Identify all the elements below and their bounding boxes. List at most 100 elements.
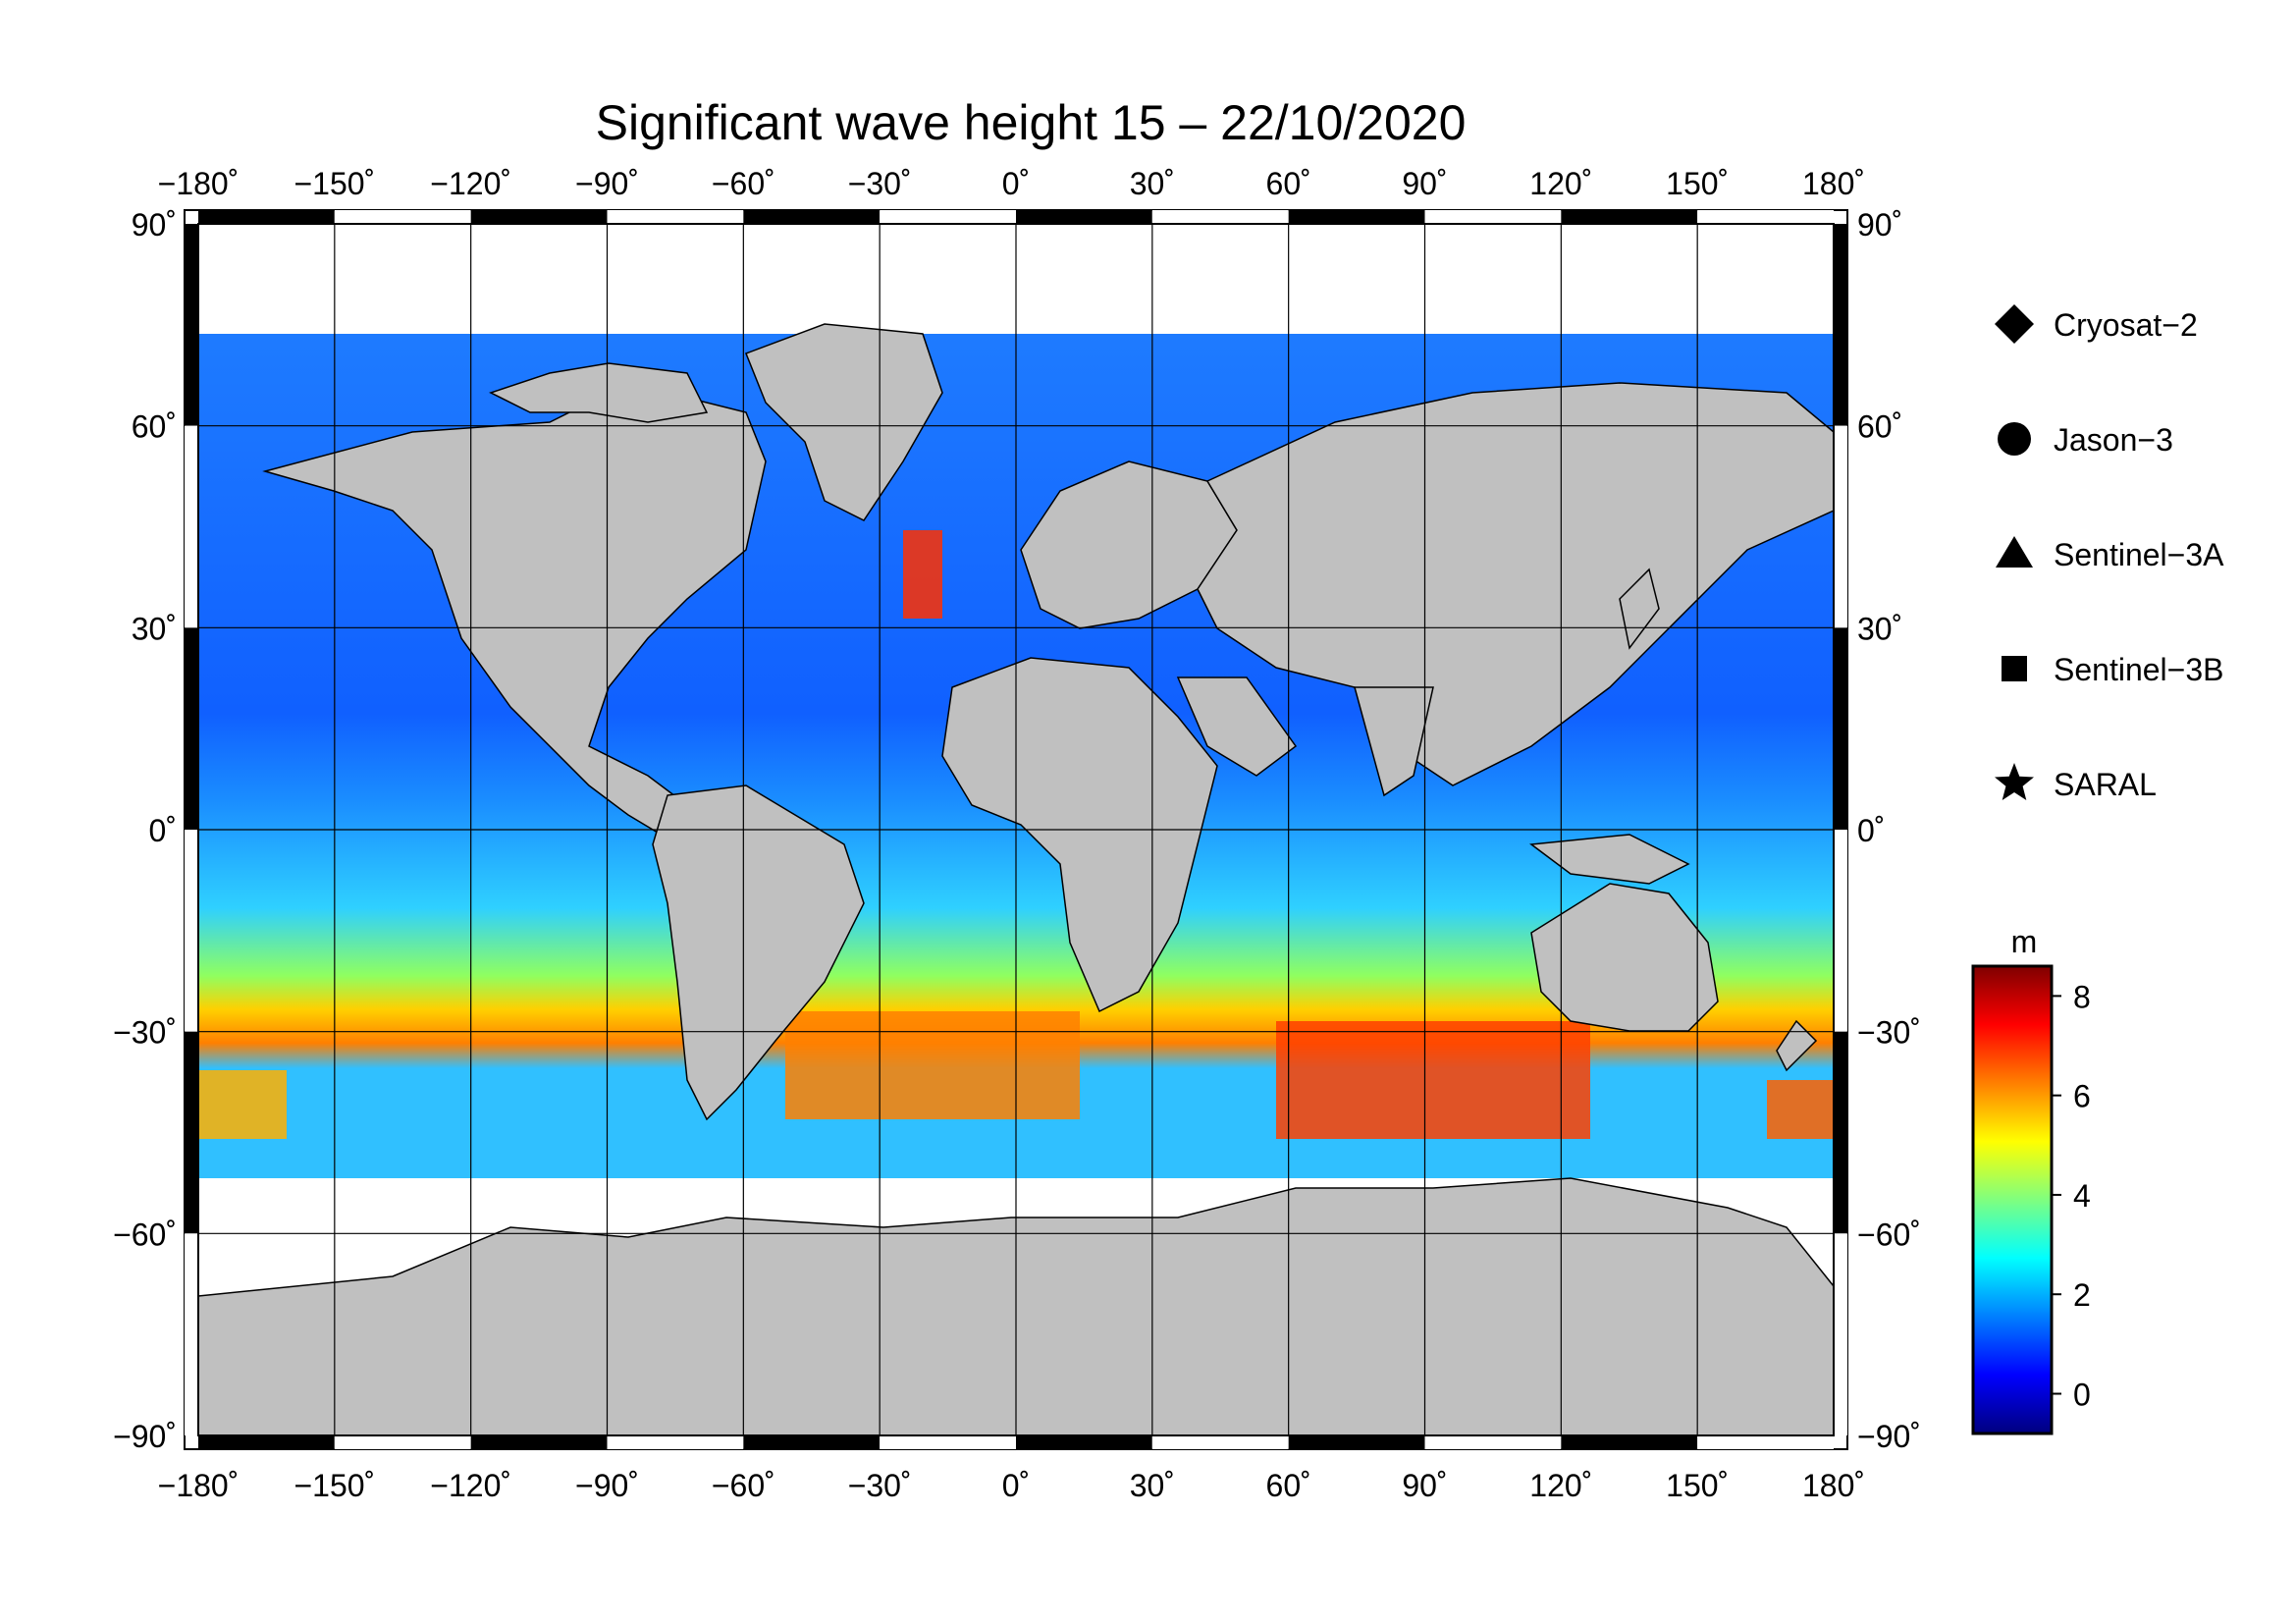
map-title: Significant wave height 15 – 22/10/2020 (595, 95, 1467, 150)
frame-bar-right (1834, 1031, 1847, 1234)
lon-tick-label-top: 90˚ (1402, 166, 1447, 201)
japan (1619, 568, 1660, 650)
frame-bar-right (1834, 224, 1847, 426)
frame-bar-bottom (1151, 1435, 1289, 1449)
lon-tick-label-top: 150˚ (1666, 166, 1729, 201)
frame-bar-bottom (198, 1435, 335, 1449)
lon-tick-label-top: 30˚ (1130, 166, 1175, 201)
lon-tick-label-bottom: 150˚ (1666, 1468, 1729, 1503)
legend-entry-label: SARAL (2054, 767, 2157, 802)
lon-tick-label-top: −180˚ (158, 166, 240, 201)
diamond-icon (1995, 304, 2034, 344)
lat-tick-label-left: −90˚ (113, 1419, 177, 1454)
australia (1530, 883, 1719, 1032)
frame-bar-top (1288, 210, 1425, 224)
square-icon (2002, 656, 2027, 681)
frame-bar-top (880, 210, 1016, 224)
frame-bar-left (185, 830, 198, 1032)
colorbar-tick-label: 6 (2073, 1079, 2091, 1114)
lat-tick-label-left: 90˚ (132, 207, 177, 243)
lat-tick-label-left: −30˚ (113, 1015, 177, 1051)
north-america (262, 382, 767, 845)
colorbar-tick-label: 8 (2073, 979, 2091, 1014)
legend-entry-label: Sentinel−3B (2054, 652, 2223, 687)
frame-bar-bottom (1288, 1435, 1425, 1449)
frame-bar-top (470, 210, 608, 224)
lat-tick-label-right: 90˚ (1857, 207, 1902, 243)
lon-tick-label-top: −60˚ (712, 166, 775, 201)
frame-bar-bottom (1016, 1435, 1152, 1449)
africa (941, 657, 1218, 1013)
high-wave-patches (198, 530, 1834, 1139)
frame-bar-top (1697, 210, 1834, 224)
frame-bar-bottom (607, 1435, 744, 1449)
tick-labels: −180˚ −180˚ −150˚ −150˚ −120˚ −120˚ −90˚ −90˚ −6… (113, 166, 1921, 1503)
legend-entry-label: Jason−3 (2054, 422, 2173, 458)
satellite-legend: Cryosat−2 Jason−3 Sentinel−3A Sentinel−3B SA… (1995, 304, 2224, 802)
frame-bar-bottom (1697, 1435, 1834, 1449)
south-america (652, 784, 865, 1121)
arctic-archipelago (489, 362, 709, 423)
frame-bar-right (1834, 1233, 1847, 1435)
map-frame (184, 209, 1848, 1450)
lon-tick-label-bottom: −60˚ (712, 1468, 775, 1503)
frame-bar-top (334, 210, 471, 224)
colorbar-tick-label: 2 (2073, 1277, 2091, 1313)
lon-tick-label-bottom: 60˚ (1266, 1468, 1311, 1503)
frame-bar-left (185, 1233, 198, 1435)
legend-entry-label: Cryosat−2 (2054, 307, 2198, 343)
frame-bar-left (185, 627, 198, 830)
asia (1197, 382, 1834, 786)
frame-bar-bottom (880, 1435, 1016, 1449)
frame-bar-top (743, 210, 881, 224)
lat-tick-label-right: −60˚ (1857, 1217, 1921, 1252)
frame-bar-right (1834, 830, 1847, 1032)
frame-bar-top (1424, 210, 1562, 224)
lon-tick-label-bottom: −30˚ (848, 1468, 912, 1503)
star-icon (1995, 763, 2034, 800)
lon-tick-label-top: −90˚ (575, 166, 639, 201)
colorbar-tick-label: 4 (2073, 1178, 2091, 1214)
lat-tick-label-left: 30˚ (132, 611, 177, 646)
lat-tick-label-right: 0˚ (1857, 813, 1885, 848)
lon-tick-label-bottom: 30˚ (1130, 1468, 1175, 1503)
arabia (1176, 676, 1298, 777)
frame-bar-left (185, 224, 198, 426)
indonesia (1529, 834, 1690, 885)
frame-bar-top (1016, 210, 1152, 224)
frame-bar-top (1151, 210, 1289, 224)
colorbar-tick-label: 0 (2073, 1377, 2091, 1412)
frame-bar-right (1834, 627, 1847, 830)
triangle-icon (1996, 536, 2033, 568)
frame-bar-bottom (1424, 1435, 1562, 1449)
lat-tick-label-right: −90˚ (1857, 1419, 1921, 1454)
frame-bar-bottom (743, 1435, 881, 1449)
lon-tick-label-bottom: 90˚ (1402, 1468, 1447, 1503)
frame-bar-left (185, 425, 198, 628)
lon-tick-label-top: −30˚ (848, 166, 912, 201)
lat-tick-label-right: 30˚ (1857, 611, 1902, 646)
colorbar-scale (1971, 964, 2054, 1435)
lon-tick-label-top: 60˚ (1266, 166, 1311, 201)
india (1354, 686, 1434, 797)
lon-tick-label-bottom: −90˚ (575, 1468, 639, 1503)
lat-tick-label-left: 60˚ (132, 409, 177, 445)
frame-bar-bottom (470, 1435, 608, 1449)
frame-bar-top (1561, 210, 1698, 224)
lon-tick-label-top: 120˚ (1529, 166, 1592, 201)
colorbar: 0 2 4 6 8m (1971, 924, 2091, 1435)
lon-tick-label-top: 180˚ (1802, 166, 1865, 201)
lon-tick-label-bottom: −180˚ (158, 1468, 240, 1503)
frame-bar-top (198, 210, 335, 224)
new-zealand (1776, 1019, 1818, 1072)
frame-bar-top (607, 210, 744, 224)
map-border (197, 223, 1835, 1436)
frame-bar-left (185, 1031, 198, 1234)
lat-tick-label-left: 0˚ (149, 813, 177, 848)
lon-tick-label-top: −150˚ (294, 166, 375, 201)
legend-entry-label: Sentinel−3A (2054, 537, 2224, 572)
lat-tick-label-right: 60˚ (1857, 409, 1902, 445)
greenland (745, 323, 943, 521)
frame-bar-bottom (1561, 1435, 1698, 1449)
